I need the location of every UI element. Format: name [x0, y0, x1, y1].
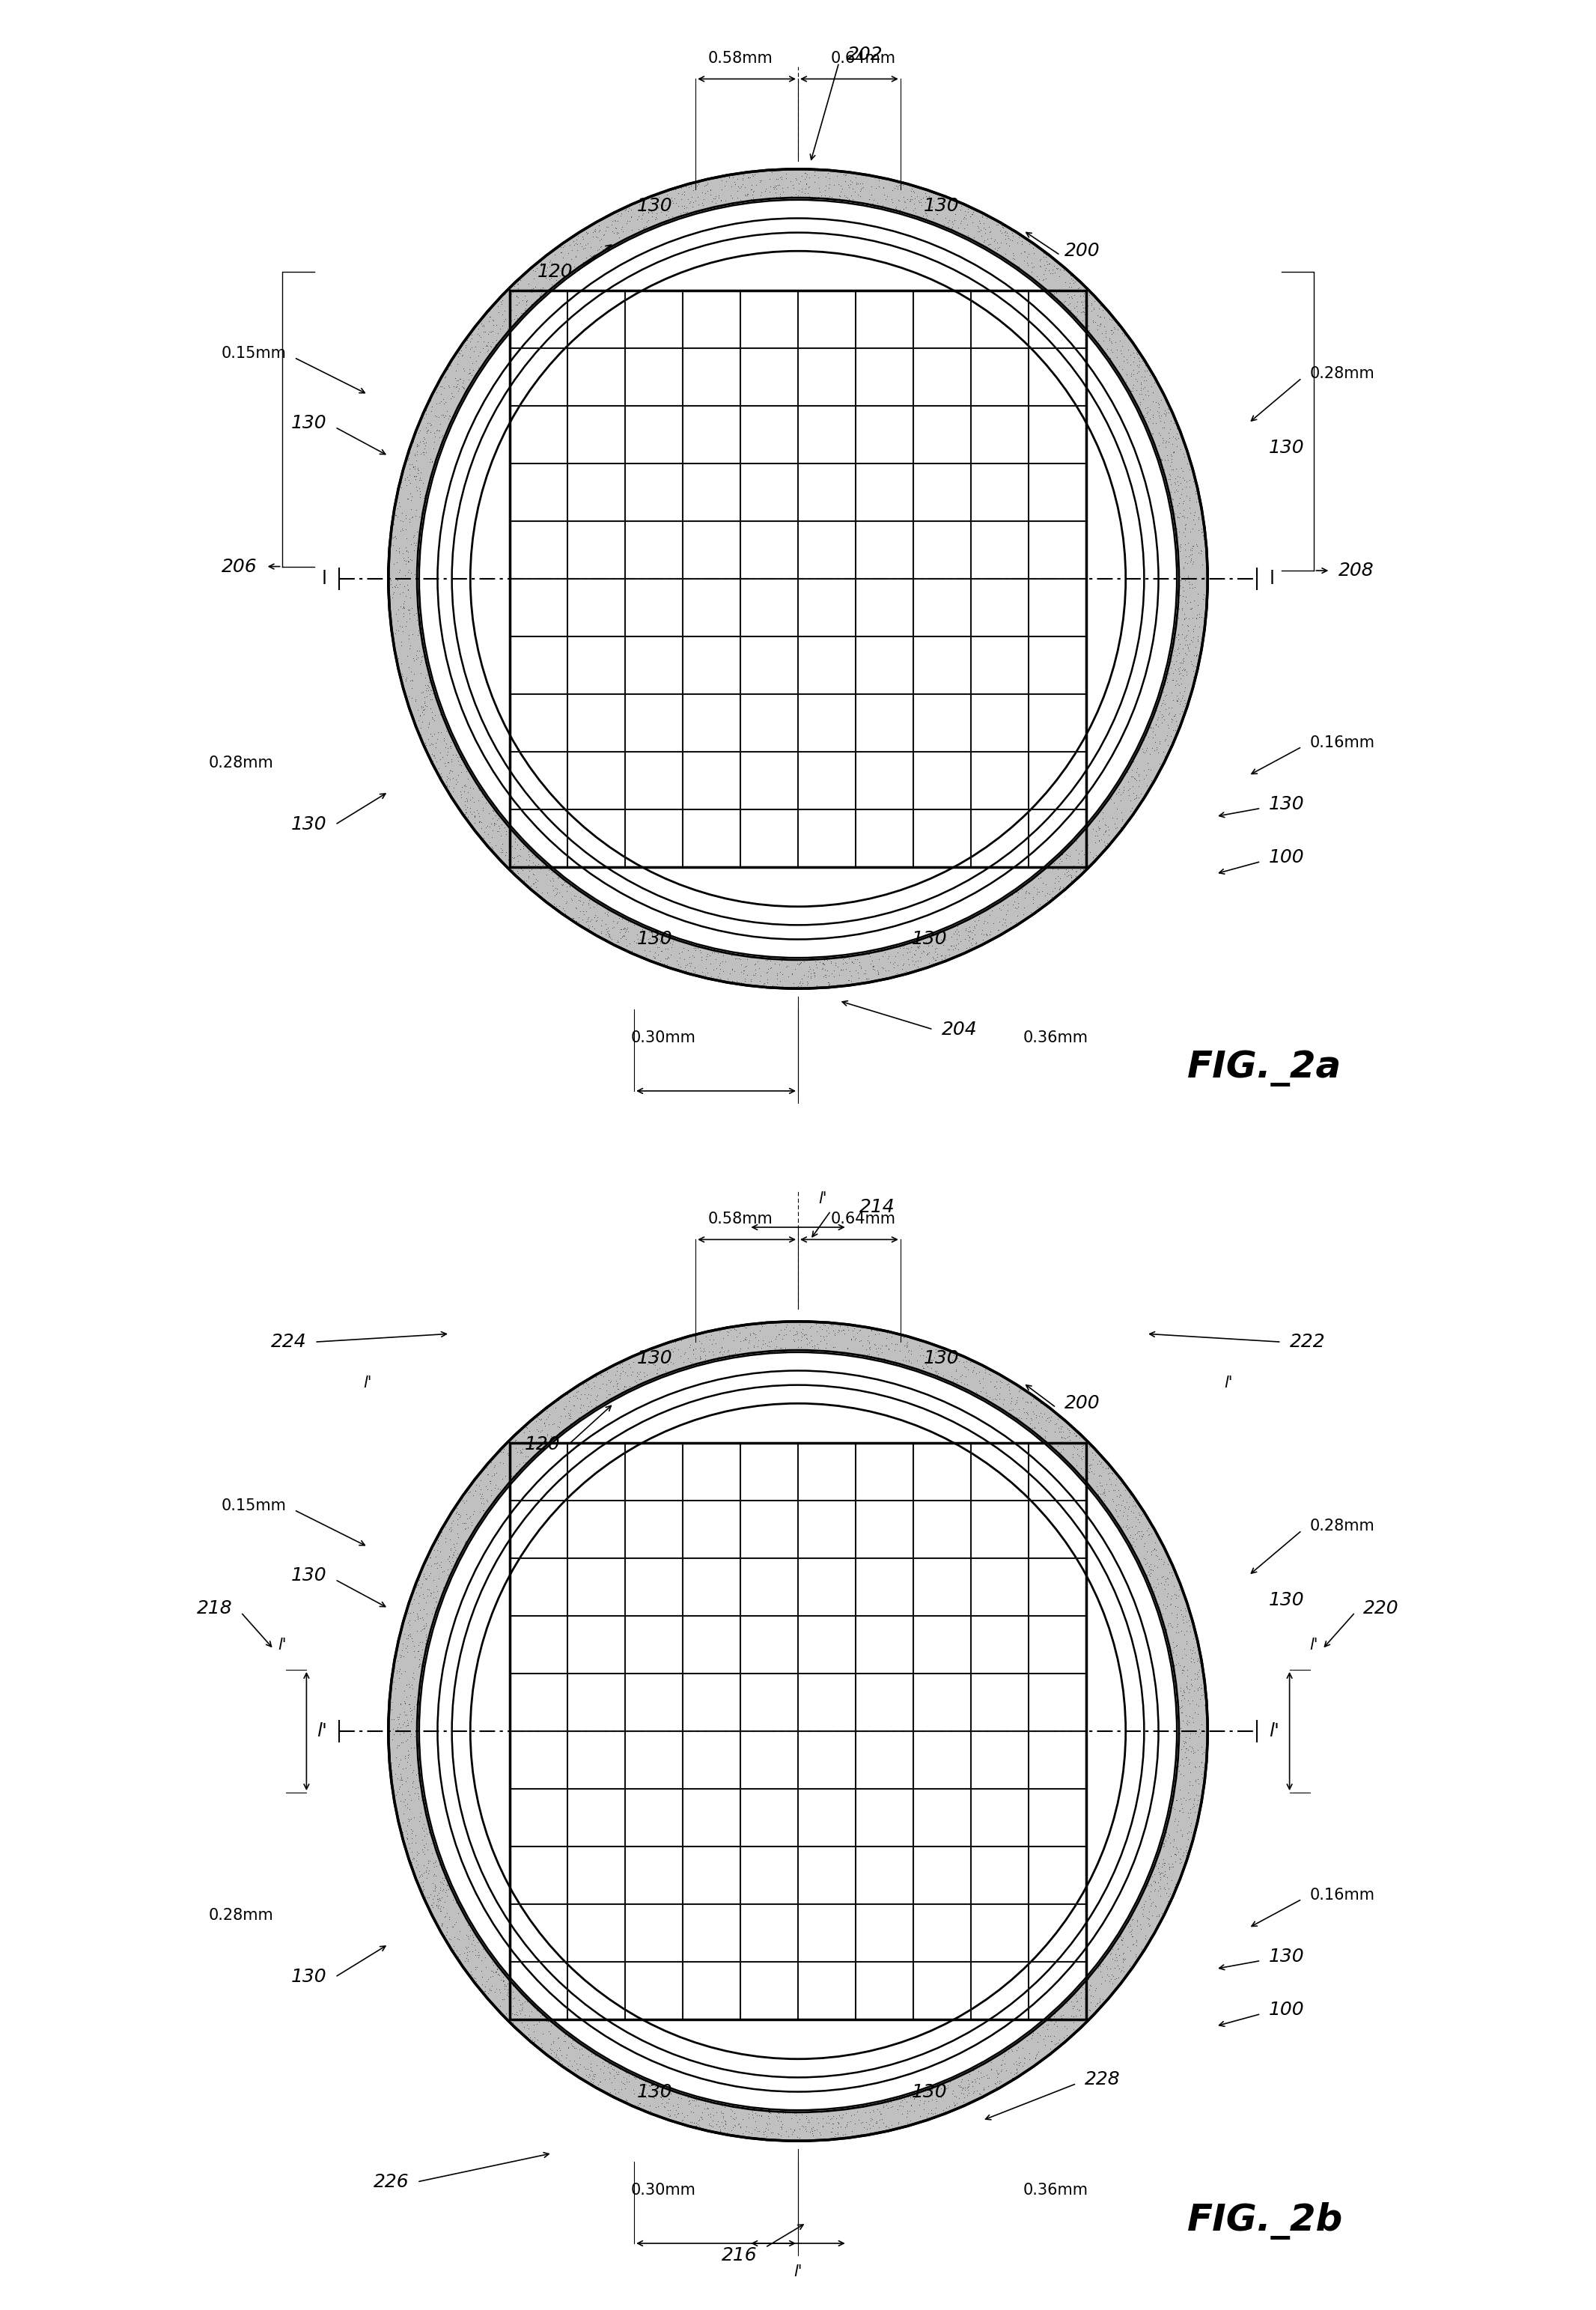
Text: l': l': [1224, 1374, 1232, 1391]
Text: 120: 120: [538, 263, 573, 280]
Text: 226: 226: [373, 2174, 409, 2190]
Circle shape: [388, 169, 1208, 989]
Text: 130: 130: [292, 815, 327, 834]
Text: 130: 130: [637, 2084, 672, 2100]
Text: 130: 130: [292, 413, 327, 432]
Text: 130: 130: [1269, 439, 1304, 457]
Text: 202: 202: [847, 46, 883, 62]
Text: 200: 200: [1065, 1395, 1100, 1411]
Text: 130: 130: [292, 1968, 327, 1987]
Text: 0.58mm: 0.58mm: [709, 1210, 772, 1227]
Text: l': l': [1310, 1638, 1318, 1652]
Text: l: l: [1269, 571, 1274, 587]
Text: l: l: [322, 571, 327, 587]
Text: l': l': [1269, 1723, 1280, 1739]
Text: 0.28mm: 0.28mm: [1310, 367, 1374, 381]
Text: 100: 100: [1269, 2000, 1304, 2019]
Circle shape: [417, 1349, 1179, 2111]
Text: 0.64mm: 0.64mm: [832, 51, 895, 67]
Text: 130: 130: [292, 1566, 327, 1585]
Text: 0.16mm: 0.16mm: [1310, 735, 1376, 751]
Text: 216: 216: [721, 2248, 757, 2264]
Text: 0.30mm: 0.30mm: [630, 2183, 696, 2197]
Text: FIG._2a: FIG._2a: [1187, 1051, 1342, 1086]
Text: 130: 130: [637, 1349, 672, 1368]
Text: l': l': [364, 1374, 372, 1391]
Text: 0.16mm: 0.16mm: [1310, 1887, 1376, 1903]
Text: 228: 228: [1085, 2070, 1120, 2088]
Text: 0.28mm: 0.28mm: [209, 1908, 273, 1922]
Text: 130: 130: [1269, 1592, 1304, 1610]
Text: l': l': [819, 1192, 827, 1206]
Circle shape: [471, 1404, 1125, 2058]
Text: 214: 214: [859, 1199, 895, 1215]
Text: 0.36mm: 0.36mm: [1023, 2183, 1088, 2197]
Text: 224: 224: [271, 1333, 306, 1351]
Text: 204: 204: [942, 1021, 977, 1040]
Circle shape: [471, 252, 1125, 906]
Text: 0.15mm: 0.15mm: [220, 1499, 286, 1513]
Text: 130: 130: [637, 196, 672, 215]
Text: 0.30mm: 0.30mm: [630, 1030, 696, 1044]
Text: l': l': [793, 2264, 803, 2280]
Circle shape: [388, 1321, 1208, 2141]
Text: 0.28mm: 0.28mm: [209, 755, 273, 772]
Text: 208: 208: [1339, 561, 1374, 580]
Text: 130: 130: [924, 196, 959, 215]
Text: 0.64mm: 0.64mm: [832, 1210, 895, 1227]
Text: 130: 130: [637, 931, 672, 949]
Text: 222: 222: [1290, 1333, 1325, 1351]
Text: 130: 130: [1269, 1947, 1304, 1966]
Bar: [509, 291, 1087, 866]
Text: 218: 218: [196, 1599, 233, 1617]
Text: 0.58mm: 0.58mm: [709, 51, 772, 67]
Text: 130: 130: [1269, 795, 1304, 813]
Text: 100: 100: [1269, 848, 1304, 866]
Text: 200: 200: [1065, 243, 1100, 261]
Text: 120: 120: [525, 1435, 560, 1453]
Text: 130: 130: [924, 1349, 959, 1368]
Text: 220: 220: [1363, 1599, 1400, 1617]
Text: 0.28mm: 0.28mm: [1310, 1520, 1374, 1534]
Bar: [509, 1444, 1087, 2019]
Text: 130: 130: [911, 931, 946, 949]
Circle shape: [417, 199, 1179, 961]
Text: 0.15mm: 0.15mm: [220, 346, 286, 360]
Text: 130: 130: [911, 2084, 946, 2100]
Text: 206: 206: [222, 557, 257, 575]
Text: l': l': [316, 1723, 327, 1739]
Text: l': l': [278, 1638, 286, 1652]
Text: FIG._2b: FIG._2b: [1187, 2201, 1342, 2241]
Text: 0.36mm: 0.36mm: [1023, 1030, 1088, 1044]
